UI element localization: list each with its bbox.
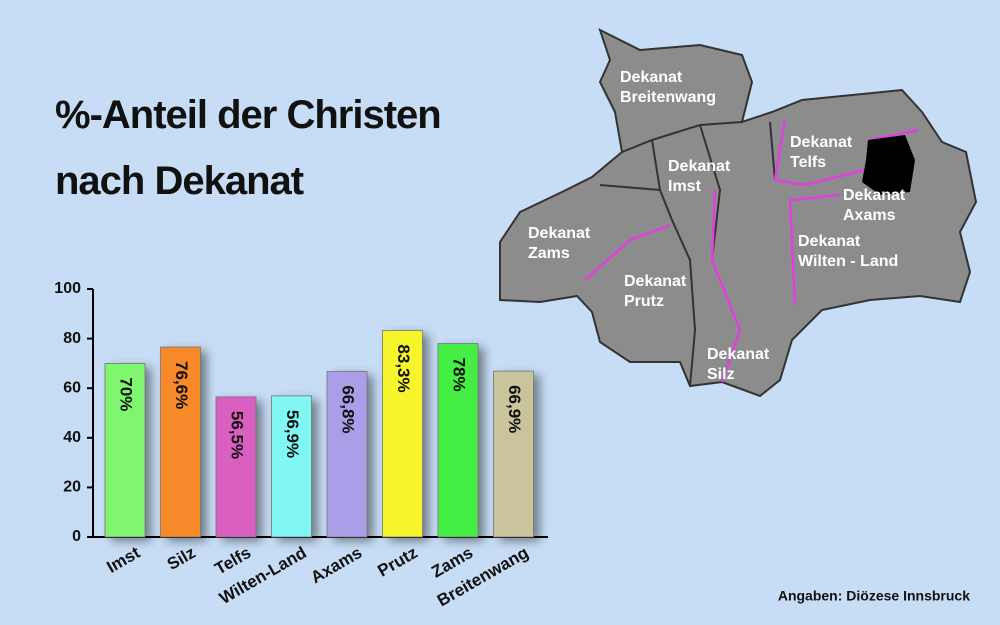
map-magenta bbox=[584, 119, 919, 383]
bar bbox=[160, 346, 201, 538]
map-label-line: Prutz bbox=[624, 293, 664, 310]
y-tick-label: 20 bbox=[63, 479, 81, 496]
map-label-line: Wilten - Land bbox=[798, 253, 898, 270]
map-label-line: Dekanat bbox=[528, 225, 591, 242]
map-label-line: Axams bbox=[843, 207, 896, 224]
map-label-line: Dekanat bbox=[843, 187, 906, 204]
map-label-line: Imst bbox=[668, 178, 702, 195]
x-tick-label: Imst bbox=[103, 543, 143, 577]
map-label-line: Dekanat bbox=[668, 158, 731, 175]
bar bbox=[326, 370, 368, 538]
map-label-line: Zams bbox=[528, 245, 570, 262]
map-label-line: Silz bbox=[707, 366, 735, 383]
map bbox=[499, 28, 978, 398]
map-label: Dekanat Silz bbox=[707, 346, 770, 383]
value-label: 78% bbox=[450, 358, 469, 392]
value-label: 56,9% bbox=[283, 410, 302, 458]
map-label: Dekanat Prutz bbox=[624, 273, 687, 310]
value-label: 83,3% bbox=[394, 344, 413, 392]
value-label: 66,8% bbox=[339, 385, 358, 433]
map-label: Dekanat Wilten - Land bbox=[798, 233, 898, 270]
map-label-line: Dekanat bbox=[624, 273, 687, 290]
value-label: 66,9% bbox=[505, 385, 524, 433]
map-label-line: Dekanat bbox=[790, 134, 853, 151]
bar bbox=[104, 362, 146, 538]
map-label-line: Dekanat bbox=[707, 346, 770, 363]
map-outline bbox=[499, 28, 978, 398]
y-tick-label: 40 bbox=[63, 429, 81, 446]
map-label: Dekanat Axams bbox=[843, 187, 906, 224]
map-highlight bbox=[862, 135, 915, 195]
y-tick-label: 60 bbox=[63, 379, 81, 396]
x-tick-label: Silz bbox=[164, 543, 199, 574]
value-label: 56,5% bbox=[228, 411, 247, 459]
bar bbox=[437, 343, 479, 538]
bar bbox=[215, 396, 257, 538]
y-tick-label: 0 bbox=[72, 528, 81, 545]
value-label: 76,6% bbox=[172, 361, 191, 409]
y-tick-label: 80 bbox=[63, 330, 81, 347]
map-label-line: Breitenwang bbox=[620, 89, 716, 106]
bar bbox=[271, 395, 312, 538]
map-label: Dekanat Zams bbox=[528, 225, 591, 262]
x-tick-label: Prutz bbox=[374, 543, 420, 581]
map-label-line: Telfs bbox=[790, 154, 826, 171]
map-label: Dekanat Telfs bbox=[790, 134, 853, 171]
y-tick-label: 100 bbox=[54, 280, 81, 297]
bar bbox=[382, 330, 423, 538]
x-tick-label: Axams bbox=[307, 543, 365, 587]
map-label: Dekanat Breitenwang bbox=[620, 69, 716, 106]
source: Angaben: Diözese Innsbruck bbox=[778, 588, 970, 604]
value-label: 70% bbox=[117, 377, 136, 411]
bar bbox=[493, 370, 534, 538]
map-label-line: Dekanat bbox=[798, 233, 861, 250]
chart-title: %-Anteil der Christen nach Dekanat bbox=[55, 93, 442, 203]
map-label: Dekanat Imst bbox=[668, 158, 731, 195]
map-label-line: Dekanat bbox=[620, 69, 683, 86]
